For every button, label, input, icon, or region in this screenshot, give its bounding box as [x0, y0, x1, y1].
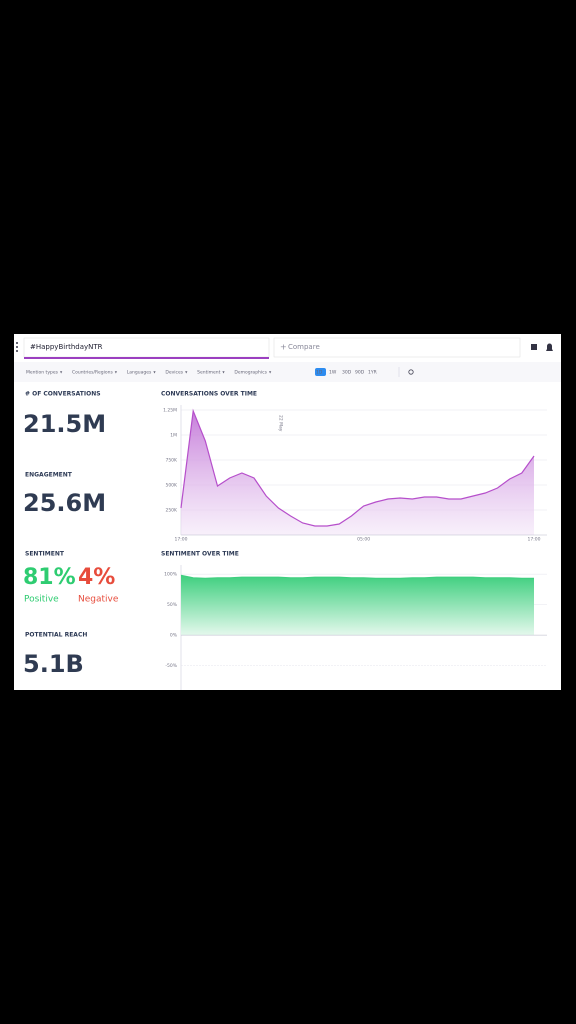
x-tick-label: 17:00: [175, 537, 188, 543]
kpi-label: ENGAGEMENT: [25, 472, 73, 479]
y-tick-label: 100%: [164, 572, 178, 578]
filter-dropdown[interactable]: Sentiment: [197, 370, 220, 376]
y-tick-label: 0%: [170, 633, 178, 639]
time-range[interactable]: 1YR: [368, 370, 377, 376]
area-line: [180, 408, 535, 527]
kpi-value: 5.1B: [23, 650, 84, 678]
time-range[interactable]: 1D: [316, 370, 323, 376]
compare-label: Compare: [288, 343, 320, 351]
y-tick-label: -50%: [165, 663, 177, 669]
filter-dropdown[interactable]: Devices: [165, 370, 183, 376]
negative-value: 4%: [78, 565, 115, 590]
search-query: #HappyBirthdayNTR: [30, 343, 103, 351]
compare-box[interactable]: [273, 337, 521, 358]
positive-label: Positive: [24, 595, 59, 605]
dropdown-arrow: ▾: [153, 371, 156, 376]
annotation: 22 May: [278, 415, 284, 432]
area-line: [180, 574, 534, 580]
y-tick-label: 1M: [170, 433, 177, 439]
dropdown-arrow: ▾: [269, 371, 272, 376]
search-underline: [24, 357, 269, 359]
dropdown-arrow: ▾: [222, 371, 225, 376]
y-tick-label: 1.25M: [163, 408, 177, 414]
dropdown-arrow: ▾: [60, 371, 63, 376]
time-range-active: [315, 368, 326, 376]
filter-dropdown[interactable]: Countries/Regions: [72, 370, 113, 376]
negative-label: Negative: [78, 595, 119, 605]
filter-dropdown[interactable]: Languages: [127, 370, 152, 376]
time-range[interactable]: 1W: [329, 370, 337, 376]
y-tick-label: 250K: [165, 508, 178, 514]
chart-title: CONVERSATIONS OVER TIME: [161, 391, 257, 398]
filter-dropdown[interactable]: Demographics: [234, 370, 267, 376]
save-icon[interactable]: [531, 344, 537, 350]
kpi-label: POTENTIAL REACH: [25, 632, 87, 639]
area-fill: [181, 411, 534, 535]
dropdown-arrow: ▾: [115, 371, 118, 376]
time-range[interactable]: 90D: [355, 370, 365, 376]
x-tick-label: 05:00: [357, 537, 370, 543]
plus-icon: +: [280, 343, 287, 352]
y-tick-label: 50%: [167, 602, 178, 608]
kpi-value: 25.6M: [23, 489, 106, 517]
kpi-label: # OF CONVERSATIONS: [25, 391, 101, 398]
menu-icon[interactable]: [16, 342, 18, 352]
kpi-label: SENTIMENT: [25, 551, 65, 558]
chart-title: SENTIMENT OVER TIME: [161, 551, 239, 558]
y-tick-label: 500K: [165, 483, 178, 489]
positive-value: 81%: [23, 565, 76, 590]
area-fill: [181, 575, 534, 636]
bell-icon[interactable]: [546, 343, 553, 351]
time-range[interactable]: 30D: [342, 370, 352, 376]
x-tick-label: 17:00: [528, 537, 541, 543]
refresh-icon[interactable]: [408, 369, 414, 375]
filter-bar: [14, 362, 561, 382]
dropdown-arrow: ▾: [185, 371, 188, 376]
y-tick-label: 750K: [165, 458, 178, 464]
filter-dropdown[interactable]: Mention types: [26, 370, 59, 376]
kpi-value: 21.5M: [23, 410, 106, 438]
